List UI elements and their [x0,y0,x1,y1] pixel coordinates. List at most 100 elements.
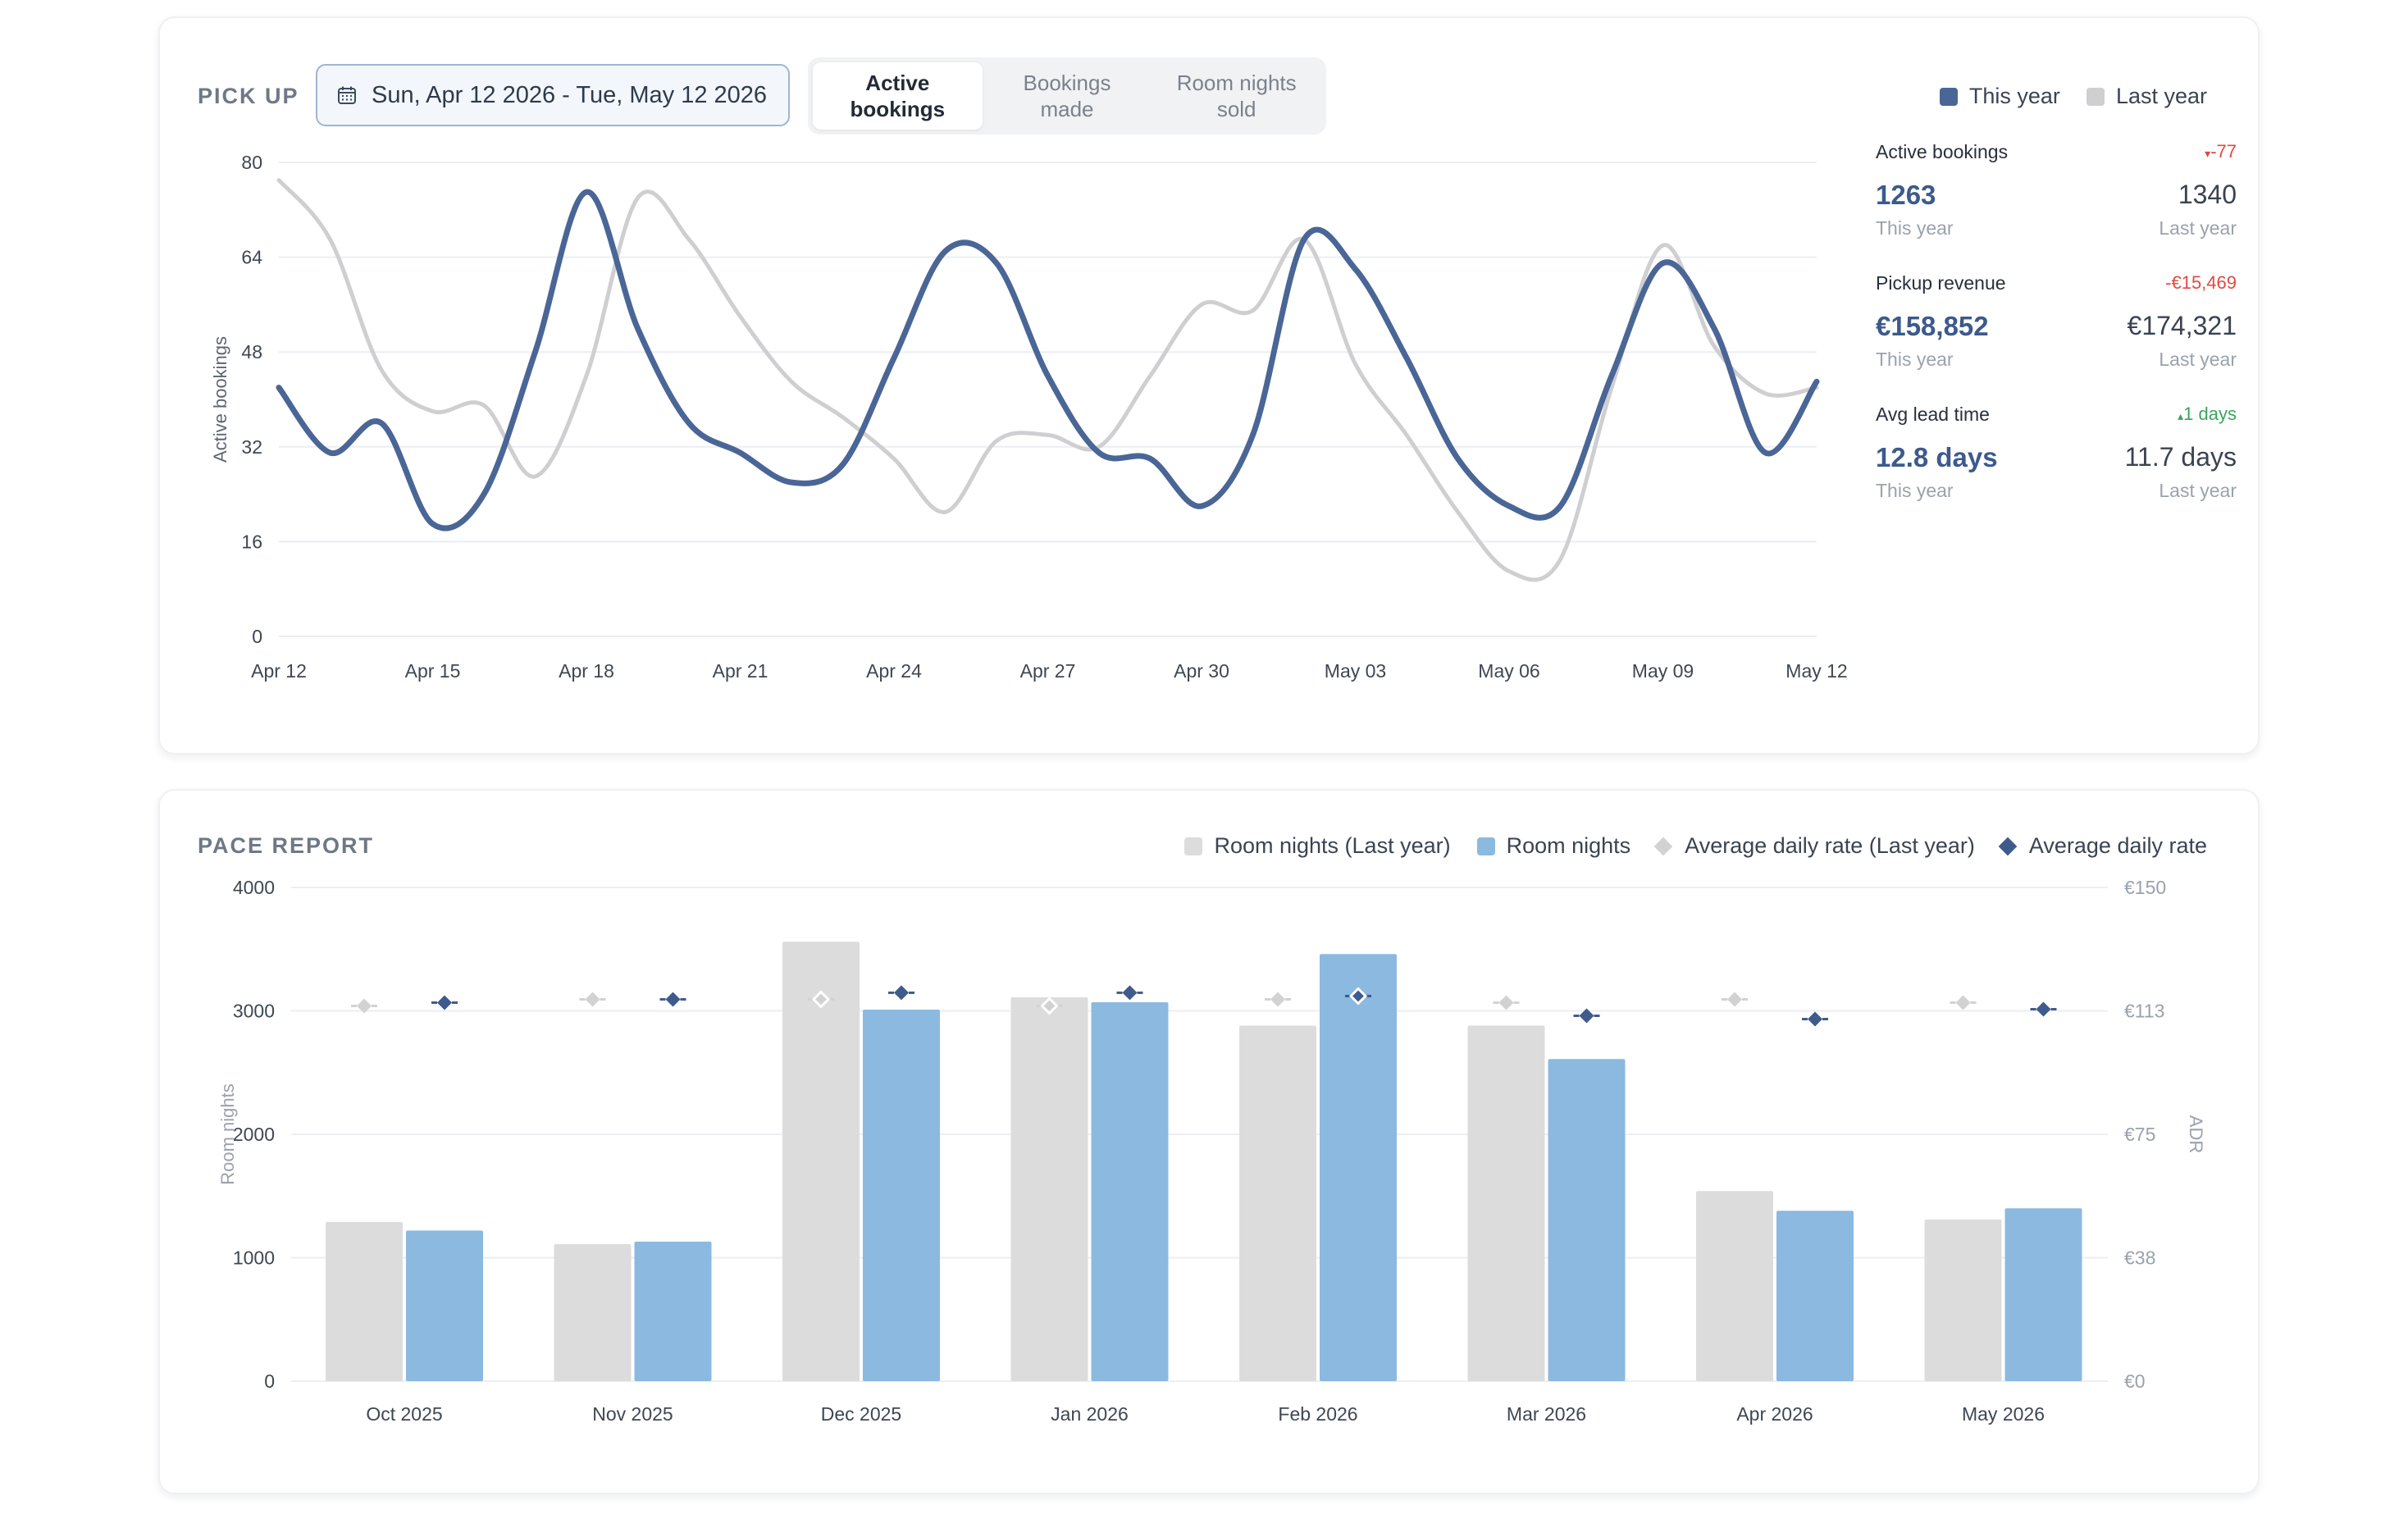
marker-adr-last-year[interactable] [579,992,606,1007]
marker-diamond [811,990,831,1009]
legend-this-year-label: This year [1968,84,2060,108]
stat-last-year-caption: Last year [2159,480,2237,501]
legend-this-year-swatch [1939,87,1958,106]
marker-adr-last-year[interactable] [1493,995,1520,1010]
series-line-last-year [276,178,1819,582]
bar-room-nights[interactable] [1320,954,1397,1381]
marker-adr-last-year[interactable] [1950,995,1977,1010]
stat-pickup-revenue: Pickup revenue -€15,469 €158,852 €174,32… [1876,272,2237,371]
pickup-line-chart: 0 16 32 48 64 80 Active bookings Apr 12 Apr 15 Ap… [210,152,1848,682]
date-range-picker[interactable]: Sun, Apr 12 2026 - Tue, May 12 2026 [316,64,790,126]
x-tick-label: Apr 24 [866,660,922,682]
y2-axis-label: ADR [2186,1115,2206,1153]
x-tick-label: May 2026 [1962,1403,2045,1425]
marker-diamond [1579,1008,1594,1024]
marker-adr-last-year[interactable] [1036,997,1063,1015]
marker-diamond [1270,992,1285,1007]
tab-room-nights-sold[interactable]: Room nights sold [1176,71,1297,121]
x-tick-label: May 12 [1785,660,1847,682]
bar-room-nights[interactable] [406,1230,483,1381]
legend-last-year[interactable]: Last year [2086,84,2207,109]
legend-this-year[interactable]: This year [1939,84,2060,109]
bar-room-nights[interactable] [1091,1001,1169,1381]
tab-active-bookings[interactable]: Active bookings [813,62,983,130]
bar-room-nights[interactable] [1548,1059,1626,1381]
y-tick-label: 48 [241,341,262,363]
bar-room-nights-last-year[interactable] [1924,1219,2002,1381]
bar-room-nights-last-year[interactable] [1010,997,1088,1381]
x-tick-label: Oct 2025 [366,1403,442,1425]
marker-adr[interactable] [2030,1001,2057,1017]
stat-this-year-value: €158,852 [1876,311,1989,341]
legend-label: Average daily rate (Last year) [1685,833,1975,858]
y-axis-label: Active bookings [210,336,230,463]
bar-room-nights-last-year[interactable] [782,942,860,1381]
marker-adr[interactable] [431,995,458,1010]
bar-room-nights[interactable] [863,1009,940,1381]
legend-last-year-label: Last year [2115,84,2207,108]
x-tick-label: Apr 30 [1174,660,1229,682]
x-tick-label: Dec 2025 [821,1403,901,1425]
marker-adr[interactable] [1345,987,1371,1006]
y-tick-label: 4000 [233,877,275,898]
bar-room-nights-last-year[interactable] [1239,1025,1316,1381]
marker-adr-last-year[interactable] [1722,992,1748,1007]
bar-room-nights-last-year[interactable] [326,1221,403,1381]
legend-label: Room nights [1506,833,1631,858]
bar-room-nights[interactable] [634,1241,712,1381]
x-tick-label: May 06 [1478,660,1539,682]
bar-room-nights[interactable] [1776,1211,1854,1381]
y-tick-label: 16 [241,531,262,552]
stat-last-year-value: 11.7 days [2124,442,2237,472]
bar-room-nights-last-year[interactable] [1467,1025,1545,1381]
x-tick-label: Apr 2026 [1736,1403,1813,1425]
x-tick-label: May 03 [1325,660,1386,682]
y-tick-label: 32 [241,436,262,458]
x-tick-label: Jan 2026 [1051,1403,1129,1425]
marker-adr-last-year[interactable] [1265,992,1291,1007]
x-tick-label: Mar 2026 [1507,1403,1586,1425]
marker-adr[interactable] [1573,1008,1600,1024]
y-tick-label: 1000 [233,1247,275,1269]
stat-label: Pickup revenue [1876,272,2006,294]
legend-room-nights-last-year[interactable]: Room nights (Last year) [1184,833,1451,859]
bar-room-nights-last-year[interactable] [554,1243,632,1381]
up-arrow-icon: ▴ [2178,409,2184,422]
legend-adr-last-year[interactable]: Average daily rate (Last year) [1653,833,1975,859]
stat-active-bookings: Active bookings ▾-77 1263 1340 This year… [1876,141,2237,239]
legend-adr[interactable]: Average daily rate [1998,833,2207,859]
marker-adr[interactable] [1116,985,1143,1001]
marker-diamond [1348,987,1368,1006]
pickup-card: PICK UP Sun, Apr 12 2026 - Tue, May 12 2… [158,16,2260,755]
marker-adr[interactable] [1802,1011,1828,1027]
stat-delta-value: -77 [2210,141,2237,162]
legend-room-nights[interactable]: Room nights [1476,833,1631,859]
marker-diamond [1040,997,1059,1015]
legend-last-year-swatch [2086,87,2105,106]
y-tick-label: 64 [241,247,262,268]
tab-bookings-made[interactable]: Bookings made [1023,71,1111,121]
marker-diamond [1808,1011,1822,1027]
marker-diamond [1122,985,1138,1001]
marker-adr[interactable] [659,992,686,1007]
marker-adr-last-year[interactable] [351,998,377,1014]
bar-room-nights-last-year[interactable] [1696,1191,1773,1381]
legend-label: Room nights (Last year) [1214,833,1451,858]
stat-delta: -€15,469 [2165,272,2237,293]
legend-label: Average daily rate [2028,833,2207,858]
marker-diamond [1727,992,1742,1007]
bar-room-nights[interactable] [2004,1208,2082,1381]
legend-swatch [1476,837,1495,855]
marker-diamond [1955,995,1971,1010]
marker-diamond [585,992,600,1007]
y-tick-label: 80 [241,152,262,173]
calendar-icon [338,86,356,104]
marker-adr[interactable] [888,985,914,1001]
marker-adr-last-year[interactable] [808,990,834,1009]
stat-label: Avg lead time [1876,404,1990,425]
stat-avg-lead-time: Avg lead time ▴1 days 12.8 days 11.7 day… [1876,404,2237,502]
marker-diamond [1498,995,1514,1010]
x-tick-label: May 09 [1632,660,1694,682]
x-tick-label: Apr 27 [1020,660,1076,682]
stat-delta: ▴1 days [2178,404,2237,426]
